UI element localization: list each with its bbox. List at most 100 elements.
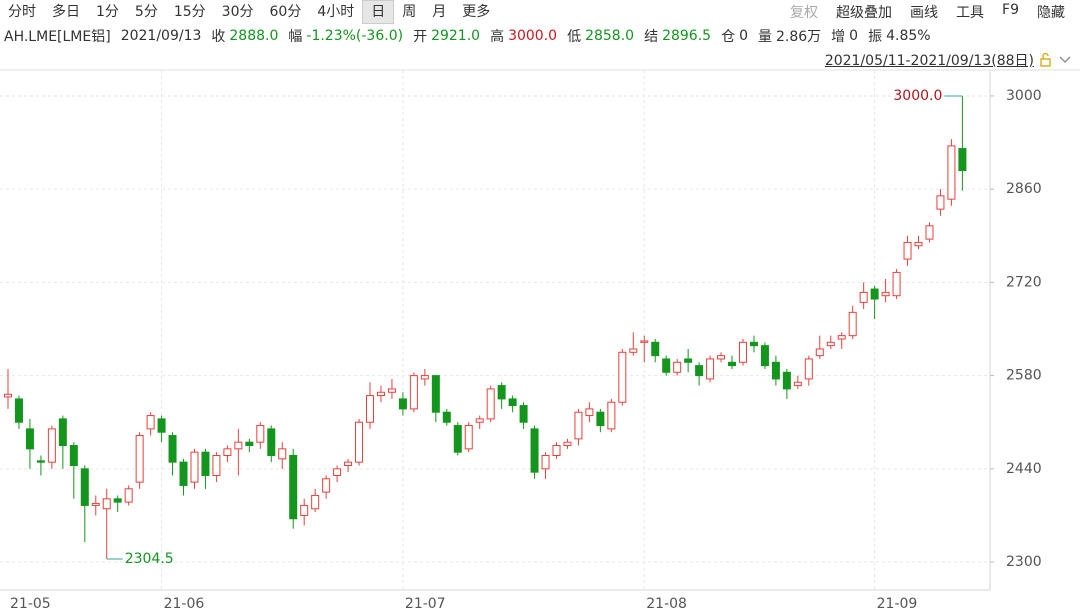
- y-tick-label: 2860: [1006, 181, 1042, 197]
- tab[interactable]: 4小时: [317, 4, 355, 20]
- y-tick-label: 2300: [1006, 554, 1042, 570]
- info-value: 2921.0: [431, 28, 481, 44]
- info-label: 振: [868, 29, 883, 45]
- candle-body: [212, 455, 221, 476]
- info-label: 量: [758, 29, 772, 45]
- candle-body: [947, 145, 956, 200]
- info-value: 2858.0: [585, 28, 635, 44]
- candle-body: [431, 375, 440, 413]
- tool[interactable]: F9: [1002, 2, 1019, 18]
- candle-body: [25, 428, 34, 450]
- candle-body: [387, 388, 396, 393]
- candle-body: [453, 425, 462, 453]
- tool[interactable]: 超级叠加: [836, 5, 893, 21]
- info-value: 2896.5: [662, 28, 712, 44]
- candle-body: [925, 225, 934, 240]
- candle-body: [442, 411, 451, 423]
- candle-body: [398, 398, 407, 410]
- info-label: 幅: [288, 29, 303, 45]
- tab[interactable]: 周: [402, 4, 417, 20]
- candle-body: [958, 148, 967, 172]
- info-value: 4.85%: [886, 28, 931, 44]
- candle-body: [91, 502, 100, 506]
- candle-body: [914, 241, 923, 247]
- candle-body: [497, 385, 506, 400]
- candle-body: [651, 341, 660, 357]
- tab-selected[interactable]: 日: [362, 0, 395, 24]
- tab[interactable]: 分时: [8, 4, 36, 20]
- tab[interactable]: 1分: [96, 4, 119, 20]
- tab[interactable]: 15分: [173, 4, 206, 20]
- candle-body: [684, 358, 693, 363]
- candle-body: [728, 361, 737, 367]
- x-tick-label: 21-09: [877, 596, 918, 612]
- candle-body: [706, 358, 715, 380]
- candle-body: [618, 351, 627, 403]
- info-value: 0: [739, 28, 748, 44]
- candle-body: [300, 504, 309, 516]
- candle-body: [475, 418, 484, 423]
- tab[interactable]: 60分: [269, 4, 302, 20]
- symbol: AH.LME[LME铝]: [4, 29, 111, 45]
- candle-body: [508, 398, 517, 407]
- candle-body: [760, 345, 769, 367]
- info-label: 收: [211, 29, 226, 45]
- tool[interactable]: 复权: [790, 5, 819, 21]
- candle-body: [519, 405, 528, 423]
- candle-body: [113, 498, 122, 503]
- candle-body: [179, 461, 188, 486]
- info-value: 2.86万: [776, 29, 822, 45]
- candle-body: [355, 421, 364, 463]
- candle-body: [135, 435, 144, 483]
- tools: 复权 超级叠加 画线 工具 F9 隐藏: [781, 2, 1074, 22]
- info-value: 2888.0: [229, 28, 279, 44]
- candle-body: [36, 460, 45, 463]
- candle-body: [289, 455, 298, 520]
- candle-body: [322, 478, 331, 493]
- candle-body: [936, 195, 945, 210]
- tool[interactable]: 隐藏: [1037, 5, 1065, 21]
- x-tick-label: 21-05: [10, 596, 51, 612]
- candle-body: [662, 358, 671, 373]
- candle-body: [738, 341, 747, 363]
- tab[interactable]: 更多: [462, 4, 491, 20]
- x-tick-label: 21-08: [646, 596, 687, 612]
- candle-body: [58, 418, 67, 447]
- tool[interactable]: 画线: [910, 5, 939, 21]
- candle-body: [267, 428, 276, 457]
- info-label: 高: [490, 29, 505, 45]
- candle-body: [256, 425, 265, 443]
- candle-body: [859, 291, 868, 303]
- tab[interactable]: 5分: [134, 4, 158, 20]
- candle-body: [749, 341, 758, 347]
- candle-body: [629, 348, 638, 353]
- candle-body: [464, 425, 473, 450]
- tab[interactable]: 30分: [221, 4, 254, 20]
- candle-body: [782, 371, 791, 390]
- candle-body: [366, 395, 375, 423]
- candle-body: [333, 468, 342, 476]
- candle-body: [826, 341, 835, 347]
- candle-body: [124, 488, 133, 503]
- tab[interactable]: 月: [432, 4, 447, 20]
- range-icons[interactable]: [1038, 50, 1074, 70]
- candle-body: [804, 358, 813, 380]
- candle-body: [234, 441, 243, 450]
- tab[interactable]: 多日: [52, 4, 80, 20]
- tool[interactable]: 工具: [956, 5, 985, 21]
- candle-body: [848, 311, 857, 337]
- candle-body: [157, 418, 166, 433]
- candle-body: [47, 428, 56, 463]
- candle-body: [190, 451, 199, 483]
- candle-body: [892, 271, 901, 297]
- candle-body: [530, 428, 539, 473]
- annotation-label: 3000.0: [893, 88, 942, 104]
- date-range[interactable]: 2021/05/11-2021/09/13(88日): [824, 53, 1034, 69]
- candle-body: [344, 461, 353, 466]
- candle-body: [903, 241, 912, 260]
- candle-body: [837, 335, 846, 340]
- candle-body: [563, 441, 572, 447]
- info-label: 增: [831, 29, 846, 45]
